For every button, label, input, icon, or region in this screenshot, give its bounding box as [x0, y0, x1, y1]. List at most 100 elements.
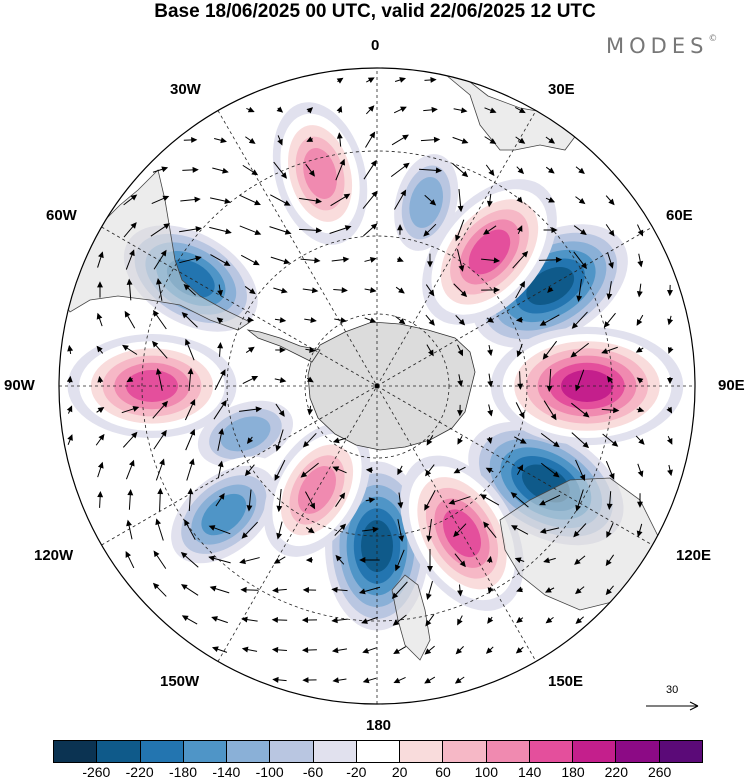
wind-arrow	[487, 373, 494, 388]
label-lon-0: 0	[371, 37, 380, 54]
wind-arrow	[126, 519, 133, 540]
wind-arrow	[185, 428, 196, 451]
wind-arrow	[269, 226, 292, 235]
wind-arrow	[97, 461, 104, 478]
wind-arrow	[545, 197, 556, 203]
colorbar-swatch	[53, 740, 98, 763]
wind-arrow	[332, 466, 347, 474]
wind-arrow	[365, 105, 375, 115]
wind-arrow	[365, 497, 376, 504]
wind-arrow	[96, 312, 103, 327]
wind-arrow	[153, 429, 167, 450]
wind-arrow	[605, 461, 615, 480]
colorbar-tick-label: -140	[212, 764, 241, 780]
wind-arrow	[362, 677, 377, 684]
wind-arrow	[306, 136, 314, 142]
wind-arrow	[601, 346, 618, 354]
colorbar-swatch	[140, 740, 184, 763]
wind-arrow	[246, 489, 253, 512]
wind-arrow	[424, 676, 436, 684]
wind-arrow	[602, 433, 619, 447]
wind-arrow	[213, 399, 227, 420]
wind-arrow	[424, 76, 437, 83]
wind-arrow	[486, 436, 493, 445]
wind-arrow	[123, 222, 137, 238]
wind-arrow	[575, 586, 585, 595]
wind-arrow	[603, 312, 616, 328]
colorbar-tick-label: -60	[302, 764, 324, 780]
wind-arrow	[364, 317, 377, 324]
colorbar-tick-label: -100	[255, 764, 284, 780]
wind-arrow	[420, 136, 441, 143]
wind-arrow	[484, 136, 497, 144]
wind-arrow	[276, 521, 283, 540]
colorbar-tick-label: 260	[647, 764, 672, 780]
colorbar-tick-label: 60	[435, 764, 451, 780]
wind-arrow	[457, 344, 464, 357]
wind-arrow	[395, 286, 405, 294]
wind-arrow	[157, 487, 164, 512]
wind-arrow	[457, 584, 463, 597]
wind-arrow	[212, 167, 229, 174]
colorbar-swatch	[529, 740, 574, 763]
wind-arrow	[180, 196, 201, 203]
wind-arrow	[515, 280, 525, 299]
wind-arrow	[487, 344, 493, 357]
wind-arrow	[181, 615, 198, 625]
wind-vectors	[66, 76, 674, 684]
positive-anomaly-contour	[303, 148, 337, 199]
wind-arrow	[125, 249, 135, 270]
wind-arrow	[545, 136, 556, 144]
wind-arrow	[425, 580, 433, 601]
wind-arrow	[457, 404, 463, 417]
colorbar-tick-label: 20	[391, 764, 408, 780]
wind-arrow	[516, 464, 524, 475]
negative-anomaly-contour	[220, 416, 271, 452]
wind-arrow	[275, 403, 285, 417]
wind-arrow	[487, 586, 494, 595]
colorbar-swatch	[659, 740, 703, 763]
wind-arrow	[302, 287, 319, 294]
wind-arrow	[276, 106, 284, 113]
new-zealand	[391, 574, 431, 661]
brand-name: MODES	[606, 34, 709, 58]
wind-arrow	[215, 492, 225, 507]
label-lon-30e: 30E	[548, 81, 575, 98]
wind-arrow	[245, 136, 256, 144]
wind-arrow	[517, 371, 524, 390]
wind-arrow	[273, 287, 288, 294]
map-title: Base 18/06/2025 00 UTC, valid 22/06/2025…	[154, 1, 596, 22]
wind-arrow	[515, 646, 524, 654]
colorbar-swatch	[97, 740, 141, 763]
wind-arrow	[457, 374, 464, 387]
wind-arrow	[427, 253, 433, 268]
wind-arrow	[336, 105, 343, 114]
wind-arrow	[334, 317, 347, 324]
wind-arrow	[637, 493, 643, 508]
wind-arrow	[275, 347, 286, 353]
wind-arrow	[182, 166, 199, 173]
wind-arrow	[271, 646, 287, 653]
wind-arrow	[306, 376, 314, 383]
wind-arrow	[274, 317, 287, 323]
wind-arrow	[636, 523, 643, 538]
label-lon-180: 180	[366, 717, 392, 734]
wind-arrow	[606, 491, 613, 510]
wind-arrow	[514, 436, 527, 444]
wind-arrow	[539, 494, 561, 506]
wind-arrow	[667, 376, 673, 385]
wind-arrow	[302, 432, 317, 448]
wind-arrow	[364, 287, 377, 294]
wind-arrow	[241, 616, 258, 623]
wind-arrow	[242, 375, 259, 384]
wind-arrow	[605, 554, 615, 567]
wind-arrow	[637, 224, 644, 237]
wind-arrow	[306, 107, 314, 114]
wind-arrow	[575, 459, 586, 482]
label-lon-30w: 30W	[170, 81, 201, 98]
wind-arrow	[516, 196, 523, 204]
wind-arrow	[365, 467, 374, 474]
wind-arrow	[571, 432, 590, 449]
wind-arrow	[123, 194, 138, 206]
